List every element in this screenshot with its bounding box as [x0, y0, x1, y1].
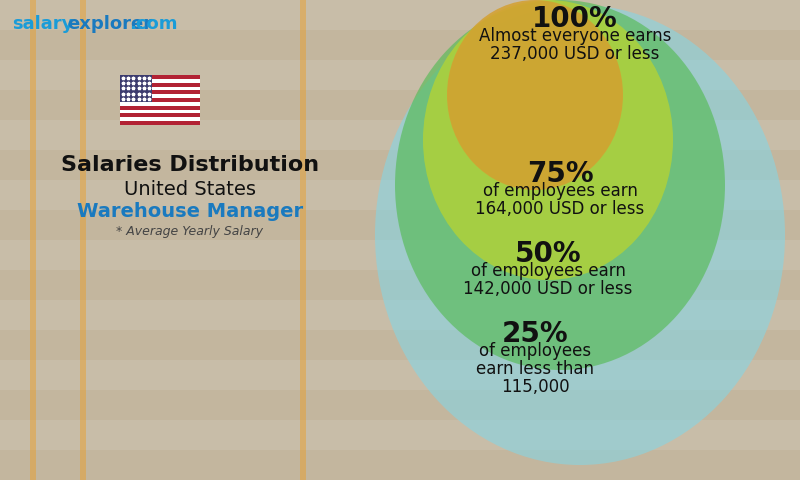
Text: .com: .com	[129, 15, 178, 33]
Bar	[120, 98, 200, 102]
Text: earn less than: earn less than	[476, 360, 594, 378]
Text: explorer: explorer	[67, 15, 152, 33]
Text: 115,000: 115,000	[501, 378, 570, 396]
Bar	[120, 121, 200, 125]
Text: United States: United States	[124, 180, 256, 199]
Text: 142,000 USD or less: 142,000 USD or less	[463, 280, 633, 298]
Text: 237,000 USD or less: 237,000 USD or less	[490, 45, 660, 63]
Ellipse shape	[375, 5, 785, 465]
Text: salary: salary	[12, 15, 74, 33]
Bar	[120, 83, 200, 86]
Bar	[80, 0, 86, 480]
Text: Warehouse Manager: Warehouse Manager	[77, 202, 303, 221]
Bar	[0, 150, 800, 180]
Ellipse shape	[395, 0, 725, 370]
Text: of employees earn: of employees earn	[470, 262, 626, 280]
Bar	[0, 270, 800, 300]
Text: 100%: 100%	[532, 5, 618, 33]
Bar	[0, 30, 800, 60]
Bar	[0, 210, 800, 240]
Bar	[0, 390, 800, 420]
Bar	[0, 450, 800, 480]
Text: 164,000 USD or less: 164,000 USD or less	[475, 200, 645, 218]
Bar	[120, 75, 200, 125]
Bar	[120, 75, 200, 79]
Text: Almost everyone earns: Almost everyone earns	[479, 27, 671, 45]
Text: of employees earn: of employees earn	[482, 182, 638, 200]
Bar	[120, 90, 200, 94]
Bar	[30, 0, 36, 480]
Text: of employees: of employees	[479, 342, 591, 360]
Bar	[120, 113, 200, 117]
Ellipse shape	[423, 0, 673, 280]
Text: 50%: 50%	[514, 240, 582, 268]
Bar	[0, 330, 800, 360]
Ellipse shape	[447, 0, 623, 190]
Text: * Average Yearly Salary: * Average Yearly Salary	[117, 225, 263, 238]
Bar	[0, 90, 800, 120]
Bar	[120, 75, 152, 102]
Text: 25%: 25%	[502, 320, 568, 348]
Text: Salaries Distribution: Salaries Distribution	[61, 155, 319, 175]
Text: 75%: 75%	[526, 160, 594, 188]
Bar	[120, 106, 200, 109]
Bar	[300, 0, 306, 480]
